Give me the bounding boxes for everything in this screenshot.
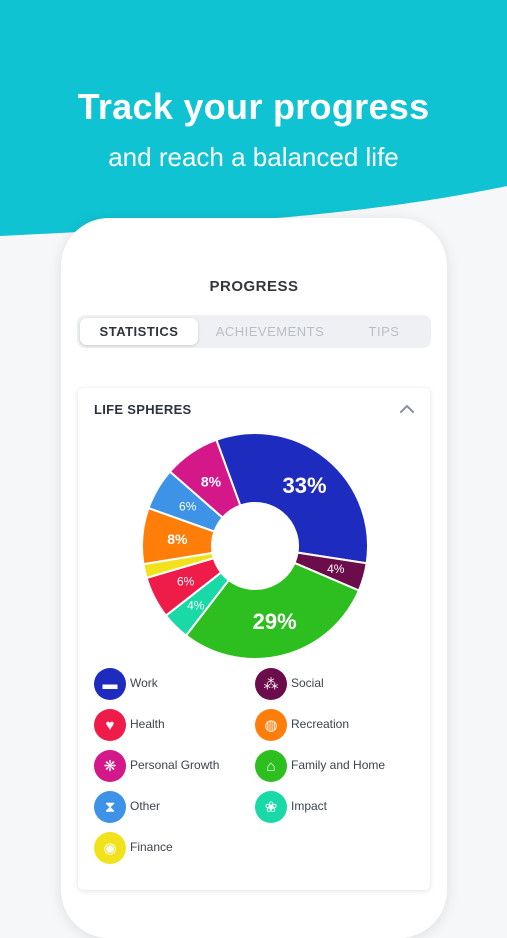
life-spheres-donut-chart: 33% 4% 29% 4% 6% 8% 6% 8% — [141, 432, 369, 660]
slice-label: 8% — [167, 531, 188, 547]
slice-label: 29% — [253, 609, 297, 634]
coins-icon: ◉ — [94, 832, 126, 864]
hero-banner — [0, 0, 507, 250]
slice-label: 33% — [282, 473, 326, 498]
hero-subheadline: and reach a balanced life — [108, 142, 399, 172]
legend-label: Impact — [291, 799, 328, 813]
slice-label: 6% — [177, 575, 195, 589]
people-icon: ⁂ — [255, 668, 287, 700]
heart-icon: ♥ — [94, 709, 126, 741]
donut-slice-work[interactable] — [215, 432, 369, 565]
hero-headline: Track your progress — [77, 86, 430, 127]
legend-label: Finance — [130, 840, 173, 854]
slice-label: 4% — [187, 599, 205, 613]
slice-label: 4% — [327, 562, 345, 576]
legend-label: Health — [130, 717, 165, 731]
donut-slice-family-and-home[interactable] — [184, 561, 361, 660]
legend-label: Work — [130, 676, 158, 690]
phone-screen: PROGRESS STATISTICS ACHIEVEMENTS TIPS LI… — [61, 218, 447, 938]
tab-achievements[interactable]: ACHIEVEMENTS — [215, 324, 325, 339]
home-icon: ⌂ — [255, 750, 287, 782]
globe-icon: ◍ — [255, 709, 287, 741]
hero-background — [0, 0, 507, 236]
tab-statistics[interactable]: STATISTICS — [80, 318, 198, 345]
legend-label: Other — [130, 799, 161, 813]
brain-icon: ❋ — [94, 750, 126, 782]
legend-label: Family and Home — [291, 758, 386, 772]
donut-slice-personal-growth[interactable] — [168, 438, 242, 520]
card-title: LIFE SPHERES — [94, 402, 192, 417]
chart-legend: ▬ Work ⁂ Social ♥ Health ◍ Recreation ❋ Personal … — [78, 668, 430, 878]
legend-label: Social — [291, 676, 324, 690]
hourglass-icon: ⧗ — [94, 791, 126, 823]
legend-label: Personal Growth — [130, 758, 220, 772]
briefcase-icon: ▬ — [94, 668, 126, 700]
life-spheres-card: LIFE SPHERES 33% 4% 29% 4% 6% 8% 6% 8% ▬ Work ⁂ So… — [78, 388, 430, 890]
segmented-tabs: STATISTICS ACHIEVEMENTS TIPS — [77, 315, 431, 348]
slice-label: 8% — [201, 474, 222, 490]
tree-icon: ❀ — [255, 791, 287, 823]
page-title: PROGRESS — [209, 278, 299, 295]
chevron-up-icon[interactable] — [398, 400, 416, 418]
slice-label: 6% — [179, 500, 197, 514]
legend-label: Recreation — [291, 717, 350, 731]
tab-tips[interactable]: TIPS — [368, 324, 400, 339]
